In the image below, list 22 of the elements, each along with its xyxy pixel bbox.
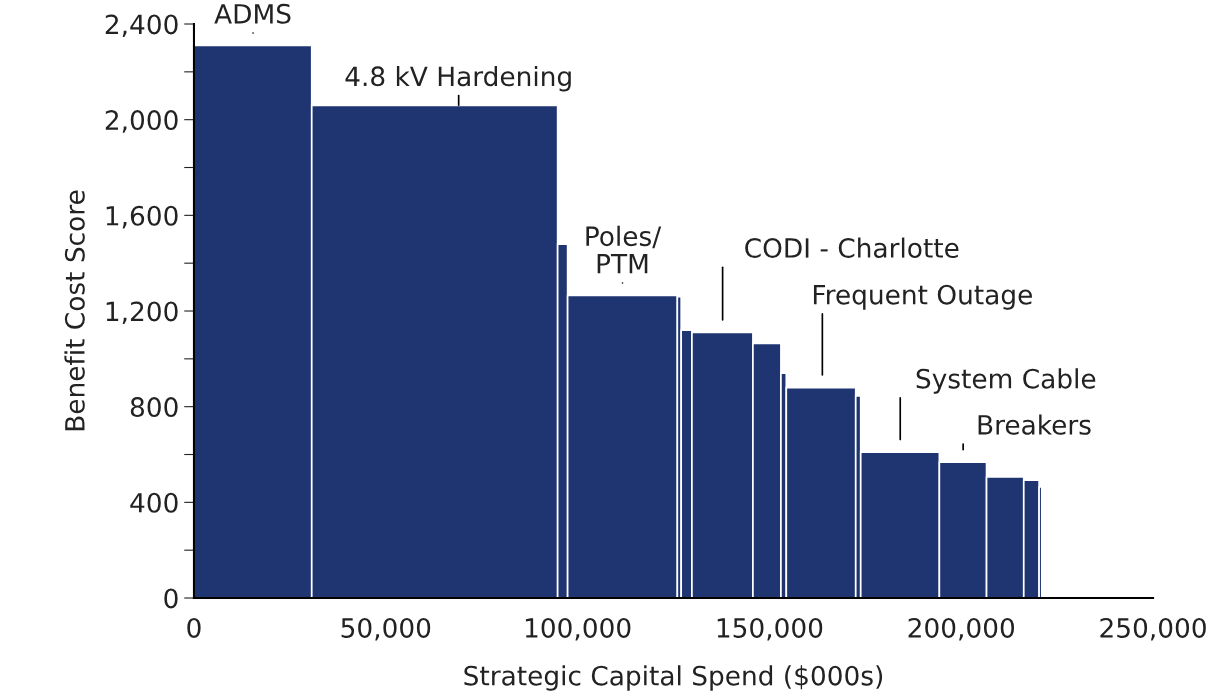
- y-tick-label: 0: [164, 588, 178, 609]
- x-tick-label: 200,000: [908, 617, 1015, 641]
- annotation: CODI - Charlotte: [745, 237, 959, 258]
- annotation: Poles/ PTM: [586, 225, 662, 274]
- y-tick-label: 800: [130, 397, 178, 418]
- annotation: Frequent Outage: [813, 284, 1032, 310]
- annotation: Breakers: [978, 414, 1091, 435]
- y-tick-label: 2,000: [105, 110, 178, 133]
- x-tick-label: 50,000: [341, 617, 431, 641]
- y-axis-title: Benefit Cost Score: [64, 190, 85, 431]
- y-tick-label: 2,400: [105, 14, 178, 38]
- x-tick-label: 0: [187, 617, 201, 638]
- annotation: System Cable: [916, 368, 1096, 394]
- x-axis-title: Strategic Capital Spend ($000s): [464, 665, 883, 691]
- y-tick-label: 400: [130, 492, 178, 513]
- y-tick-label: 1,200: [106, 301, 178, 325]
- annotation: ADMS: [214, 3, 291, 24]
- y-tick-label: 1,600: [106, 205, 178, 229]
- x-tick-label: 250,000: [1100, 617, 1206, 641]
- x-tick-label: 150,000: [717, 617, 823, 641]
- x-tick-label: 100,000: [525, 617, 631, 641]
- annotation: 4.8 kV Hardening: [345, 65, 571, 92]
